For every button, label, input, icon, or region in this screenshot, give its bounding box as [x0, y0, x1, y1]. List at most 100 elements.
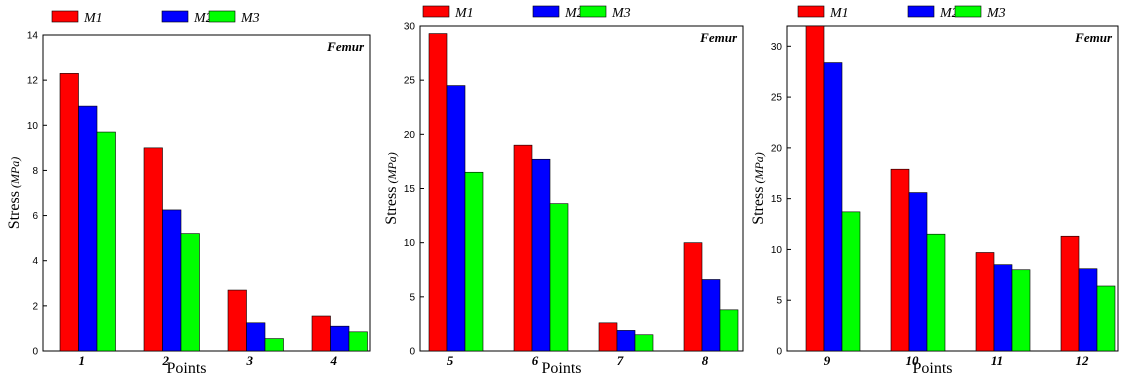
panel-title: Femur	[699, 30, 738, 45]
bar-m2-point-12	[1078, 268, 1098, 352]
y-tick-label: 20	[771, 143, 783, 154]
bar-m1-point-8	[683, 242, 703, 352]
y-axis-label: Stress (MPa)	[6, 157, 23, 230]
bar-m3-point-1	[96, 131, 116, 352]
y-tick-label: 0	[32, 347, 38, 358]
bar-m1-point-6	[513, 144, 533, 352]
legend-swatch-m1	[797, 5, 825, 18]
bar-m2-point-2	[162, 209, 182, 352]
x-category-label: 10	[906, 353, 920, 368]
bar-m1-point-3	[227, 289, 247, 352]
bar-m3-point-6	[549, 203, 569, 352]
legend-label-m1: M1	[829, 6, 849, 21]
bar-m1-point-4	[311, 315, 331, 352]
bar-m2-point-3	[246, 322, 266, 352]
legend-swatch-m1	[51, 10, 79, 23]
legend-label-m3: M3	[986, 6, 1006, 21]
bar-m2-point-7	[616, 330, 636, 352]
panel-title: Femur	[1074, 30, 1113, 45]
x-category-label: 2	[162, 353, 170, 368]
legend-swatch-m3	[208, 10, 236, 23]
y-tick-label: 15	[404, 184, 416, 195]
bar-m1-point-12	[1060, 235, 1080, 352]
bar-m3-point-10	[926, 233, 946, 352]
y-tick-label: 25	[771, 93, 783, 104]
y-tick-label: 10	[404, 238, 416, 249]
bar-m2-point-5	[446, 85, 466, 352]
y-axis-label-text: Stress	[750, 187, 767, 225]
bar-m3-point-8	[719, 309, 739, 352]
bar-m3-point-11	[1011, 269, 1031, 352]
bar-m1-point-11	[975, 252, 995, 352]
bar-m2-point-8	[701, 279, 721, 352]
bar-m3-point-9	[841, 211, 861, 352]
bar-m3-point-3	[264, 338, 284, 352]
legend-swatch-m1	[422, 5, 450, 18]
legend-label-m3: M3	[611, 6, 631, 21]
x-axis-label: Points	[166, 360, 206, 377]
y-axis-label: Stress (MPa)	[750, 152, 767, 225]
bar-m3-point-4	[348, 331, 368, 352]
bar-m1-point-2	[143, 147, 163, 352]
x-category-label: 9	[824, 353, 831, 368]
legend-swatch-m2	[907, 5, 935, 18]
bar-m3-point-12	[1096, 285, 1116, 352]
y-tick-label: 15	[771, 194, 783, 205]
y-axis-label-text: Stress	[383, 187, 400, 225]
y-tick-label: 10	[771, 245, 783, 256]
bar-m2-point-10	[908, 192, 928, 352]
bar-m3-point-2	[180, 233, 200, 352]
bar-m1-point-1	[59, 73, 79, 352]
legend-label-m1: M1	[83, 11, 103, 26]
y-tick-label: 20	[404, 130, 416, 141]
y-axis-label-unit: (MPa)	[385, 152, 399, 183]
y-tick-label: 10	[27, 121, 39, 132]
bar-m1-point-7	[598, 322, 618, 352]
legend-swatch-m3	[954, 5, 982, 18]
y-tick-label: 12	[27, 76, 39, 87]
panel-title: Femur	[326, 39, 365, 54]
y-tick-label: 6	[32, 211, 38, 222]
legend-swatch-m2	[532, 5, 560, 18]
legend-label-m2: M2	[564, 6, 584, 21]
y-axis-label-text: Stress	[6, 191, 23, 229]
y-tick-label: 2	[32, 301, 38, 312]
y-tick-label: 5	[776, 296, 782, 307]
legend-label-m1: M1	[454, 6, 474, 21]
x-category-label: 7	[617, 353, 624, 368]
y-tick-label: 0	[776, 347, 782, 358]
y-tick-label: 4	[32, 256, 38, 267]
y-axis-label: Stress (MPa)	[383, 152, 400, 225]
x-category-label: 4	[330, 353, 338, 368]
bar-m2-point-9	[823, 62, 843, 352]
legend-swatch-m2	[161, 10, 189, 23]
y-tick-label: 14	[27, 31, 39, 42]
bar-m1-point-9	[805, 25, 825, 352]
x-category-label: 1	[79, 353, 86, 368]
y-tick-label: 8	[32, 166, 38, 177]
y-tick-label: 25	[404, 76, 416, 87]
bar-m1-point-10	[890, 168, 910, 352]
x-axis-label: Points	[541, 360, 581, 377]
y-axis-label-unit: (MPa)	[8, 157, 22, 188]
plot-frame	[786, 25, 1119, 352]
x-category-label: 5	[447, 353, 454, 368]
bar-m3-point-7	[634, 334, 654, 352]
y-tick-label: 30	[771, 42, 783, 53]
x-category-label: 11	[991, 353, 1003, 368]
legend-label-m3: M3	[240, 11, 260, 26]
stress-chart-panel-3: 0 5 10 15 20 25 30 9 10 11 12 Femur Points Stress (MPa…	[750, 5, 1119, 377]
stress-chart-panel-2: 0 5 10 15 20 25 30 5 6 7 8 Femur Points Stress (MPa) M1…	[383, 5, 744, 377]
bar-m2-point-1	[78, 105, 98, 352]
x-category-label: 6	[532, 353, 539, 368]
legend-label-m2: M2	[193, 11, 213, 26]
bar-m3-point-5	[464, 171, 484, 352]
y-axis-label-unit: (MPa)	[752, 152, 766, 183]
legend-swatch-m3	[579, 5, 607, 18]
legend-label-m2: M2	[939, 6, 959, 21]
x-category-label: 8	[702, 353, 709, 368]
bar-m2-point-6	[531, 158, 551, 352]
bar-m2-point-4	[330, 325, 350, 352]
y-tick-label: 5	[409, 292, 415, 303]
